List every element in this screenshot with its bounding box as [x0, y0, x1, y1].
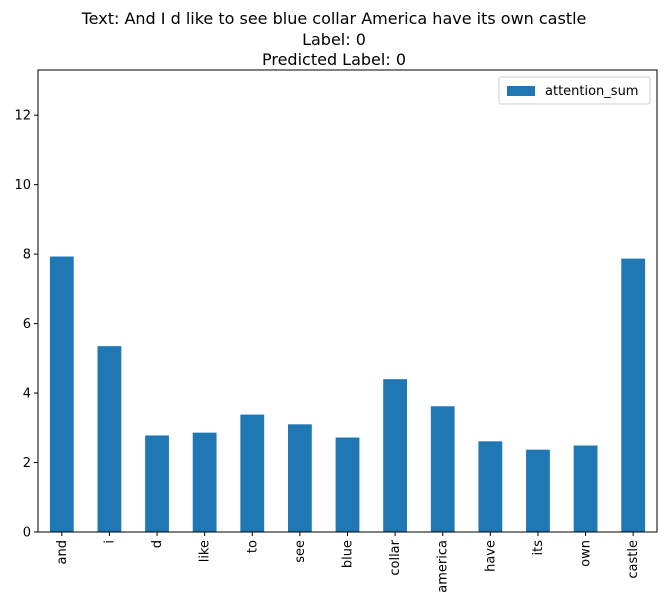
x-tick-label-i: i: [102, 540, 117, 544]
y-tick-label-8: 8: [23, 248, 31, 263]
x-tick-label-like: like: [198, 540, 213, 562]
y-tick-label-12: 12: [14, 109, 31, 124]
x-tick-label-see: see: [293, 540, 308, 563]
title-line-3: Predicted Label: 0: [262, 50, 406, 69]
x-tick-label-and: and: [55, 540, 70, 564]
bar-have: [478, 441, 503, 532]
y-tick-label-6: 6: [23, 317, 31, 332]
y-tick-label-4: 4: [23, 387, 31, 402]
bar-to: [240, 414, 265, 532]
x-tick-label-d: d: [150, 540, 165, 548]
y-tick-label-2: 2: [23, 456, 31, 471]
x-tick-label-collar: collar: [388, 539, 403, 575]
bar-america: [430, 406, 455, 532]
bar-own: [573, 445, 598, 532]
x-tick-label-own: own: [579, 540, 594, 567]
x-tick-label-castle: castle: [626, 540, 641, 579]
bar-see: [287, 424, 312, 532]
x-axis: and i d like to see blue collar america have its ow…: [55, 532, 641, 593]
x-tick-label-america: america: [436, 540, 451, 593]
bar-blue: [335, 437, 360, 532]
legend-box: [498, 76, 651, 105]
bar-its: [526, 449, 550, 532]
y-tick-label-0: 0: [23, 526, 31, 541]
bar-d: [145, 435, 169, 532]
title-line-1: Text: And I d like to see blue collar Am…: [81, 9, 587, 28]
title-line-2: Label: 0: [302, 30, 366, 49]
legend-label: attention_sum: [545, 84, 638, 99]
x-tick-label-its: its: [531, 540, 546, 556]
bar-castle: [621, 258, 646, 532]
plot-frame: [37, 69, 658, 533]
bars-group: [49, 256, 646, 532]
legend: attention_sum: [498, 76, 651, 105]
bar-collar: [383, 379, 408, 532]
y-axis: 0 2 4 6 8 10 12: [14, 109, 38, 541]
x-tick-label-blue: blue: [341, 540, 356, 568]
bar-i: [97, 346, 122, 532]
legend-swatch: [507, 86, 535, 96]
chart-title: Text: And I d like to see blue collar Am…: [81, 9, 587, 69]
x-tick-label-to: to: [245, 540, 260, 553]
y-tick-label-10: 10: [14, 178, 31, 193]
bar-like: [192, 432, 217, 532]
bar-and: [49, 256, 74, 532]
x-tick-label-have: have: [483, 540, 498, 572]
